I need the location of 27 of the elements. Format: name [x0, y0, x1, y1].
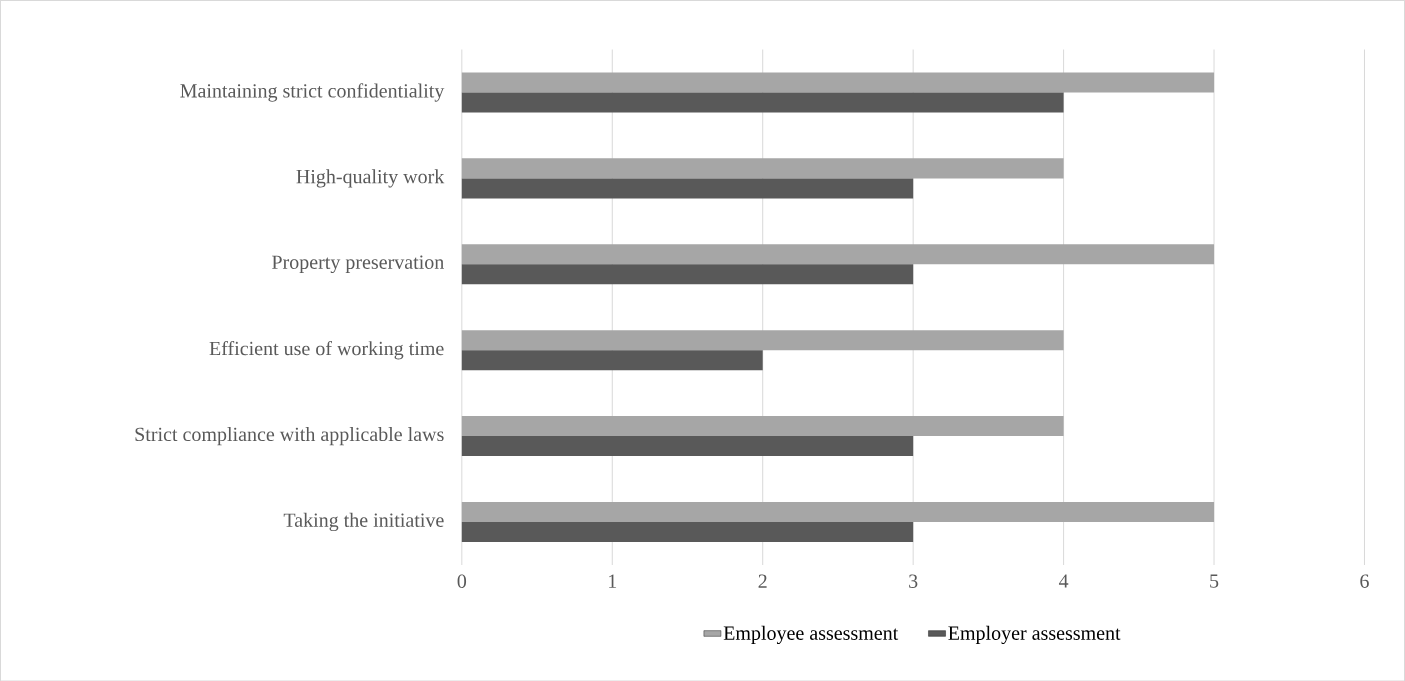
bar — [461, 158, 1064, 179]
bar — [461, 244, 1215, 265]
bar — [461, 501, 1215, 522]
bar — [461, 415, 1064, 436]
legend-label: Employee assessment — [723, 625, 899, 644]
legend-label: Employer assessment — [948, 625, 1121, 644]
bar — [461, 178, 914, 199]
x-tick-label: 3 — [909, 574, 918, 588]
y-tick-label: Maintaining strict confidentiality — [180, 83, 445, 102]
bar — [461, 521, 914, 542]
bar — [461, 329, 1064, 350]
bar — [461, 92, 1064, 113]
y-tick-label: Property preservation — [272, 255, 444, 273]
bar — [461, 264, 914, 285]
x-tick-label: 5 — [1210, 574, 1219, 588]
x-tick-label: 2 — [758, 574, 767, 588]
y-tick-label: Strict compliance with applicable laws — [135, 426, 444, 445]
bar — [461, 349, 763, 370]
y-tick-label: High-quality work — [296, 169, 445, 188]
x-tick-label: 1 — [609, 574, 617, 588]
bar — [461, 435, 914, 456]
x-tick-label: 4 — [1058, 574, 1069, 588]
x-tick-label: 6 — [1360, 574, 1369, 588]
x-tick-label: 0 — [457, 574, 467, 588]
y-tick-label: Taking the initiative — [283, 512, 444, 531]
bar — [461, 72, 1215, 93]
y-tick-label: Efficient use of working time — [209, 340, 444, 360]
